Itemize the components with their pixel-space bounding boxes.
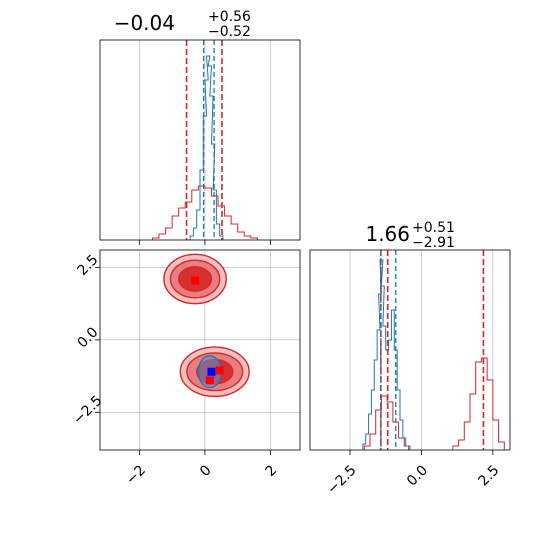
title-top-left: −0.04 (114, 11, 175, 35)
panel-top-left: −0.04 +0.56 −0.52 (99, 9, 301, 245)
tick-label-x-0: −2.5 (324, 462, 359, 497)
grid-top-left (139, 40, 271, 240)
hist-bottom-right (362, 250, 505, 450)
frame-bottom-right (309, 249, 511, 451)
ticks-bottom-right: −2.5 0.0 2.5 (324, 450, 503, 498)
frame-bottom-left (99, 249, 301, 451)
title-top-left-lower: −0.52 (208, 24, 251, 40)
hist-top-left (151, 40, 258, 240)
tick-label-y-0: 2.5 (74, 252, 101, 279)
hist-series-red-right (452, 357, 505, 450)
hist-series-red (151, 185, 258, 240)
panel-bottom-left: −2 0 22.50.0−2.5 (70, 249, 301, 488)
marker-blue (207, 367, 216, 376)
ticks-top-left (138, 240, 271, 245)
frame-top-left (99, 39, 301, 241)
grid-bottom-right (349, 250, 494, 450)
hist-series-blue (362, 259, 410, 450)
tick-label-x-2: 2.5 (475, 462, 502, 489)
tick-label-x-0: −2 (123, 462, 149, 488)
hist-series-blue (189, 55, 224, 240)
title-bottom-right-lower: −2.91 (412, 235, 455, 251)
tick-label-x-1: 0 (197, 462, 215, 480)
title-bottom-right-upper: +0.51 (412, 220, 455, 236)
marker-red-0 (191, 276, 200, 285)
tick-label-x-1: 0.0 (404, 462, 431, 489)
tick-label-y-1: 0.0 (74, 324, 101, 351)
marker-red-2 (215, 366, 224, 375)
title-top-left-upper: +0.56 (208, 9, 251, 25)
title-bottom-right: 1.66 (365, 222, 410, 246)
panel-bottom-right: −2.5 0.0 2.5 1.66 +0.51 −2.91 (309, 220, 511, 498)
tick-label-x-2: 2 (263, 462, 281, 480)
contour-bottom-left (163, 253, 250, 398)
marker-red-1 (205, 376, 214, 385)
